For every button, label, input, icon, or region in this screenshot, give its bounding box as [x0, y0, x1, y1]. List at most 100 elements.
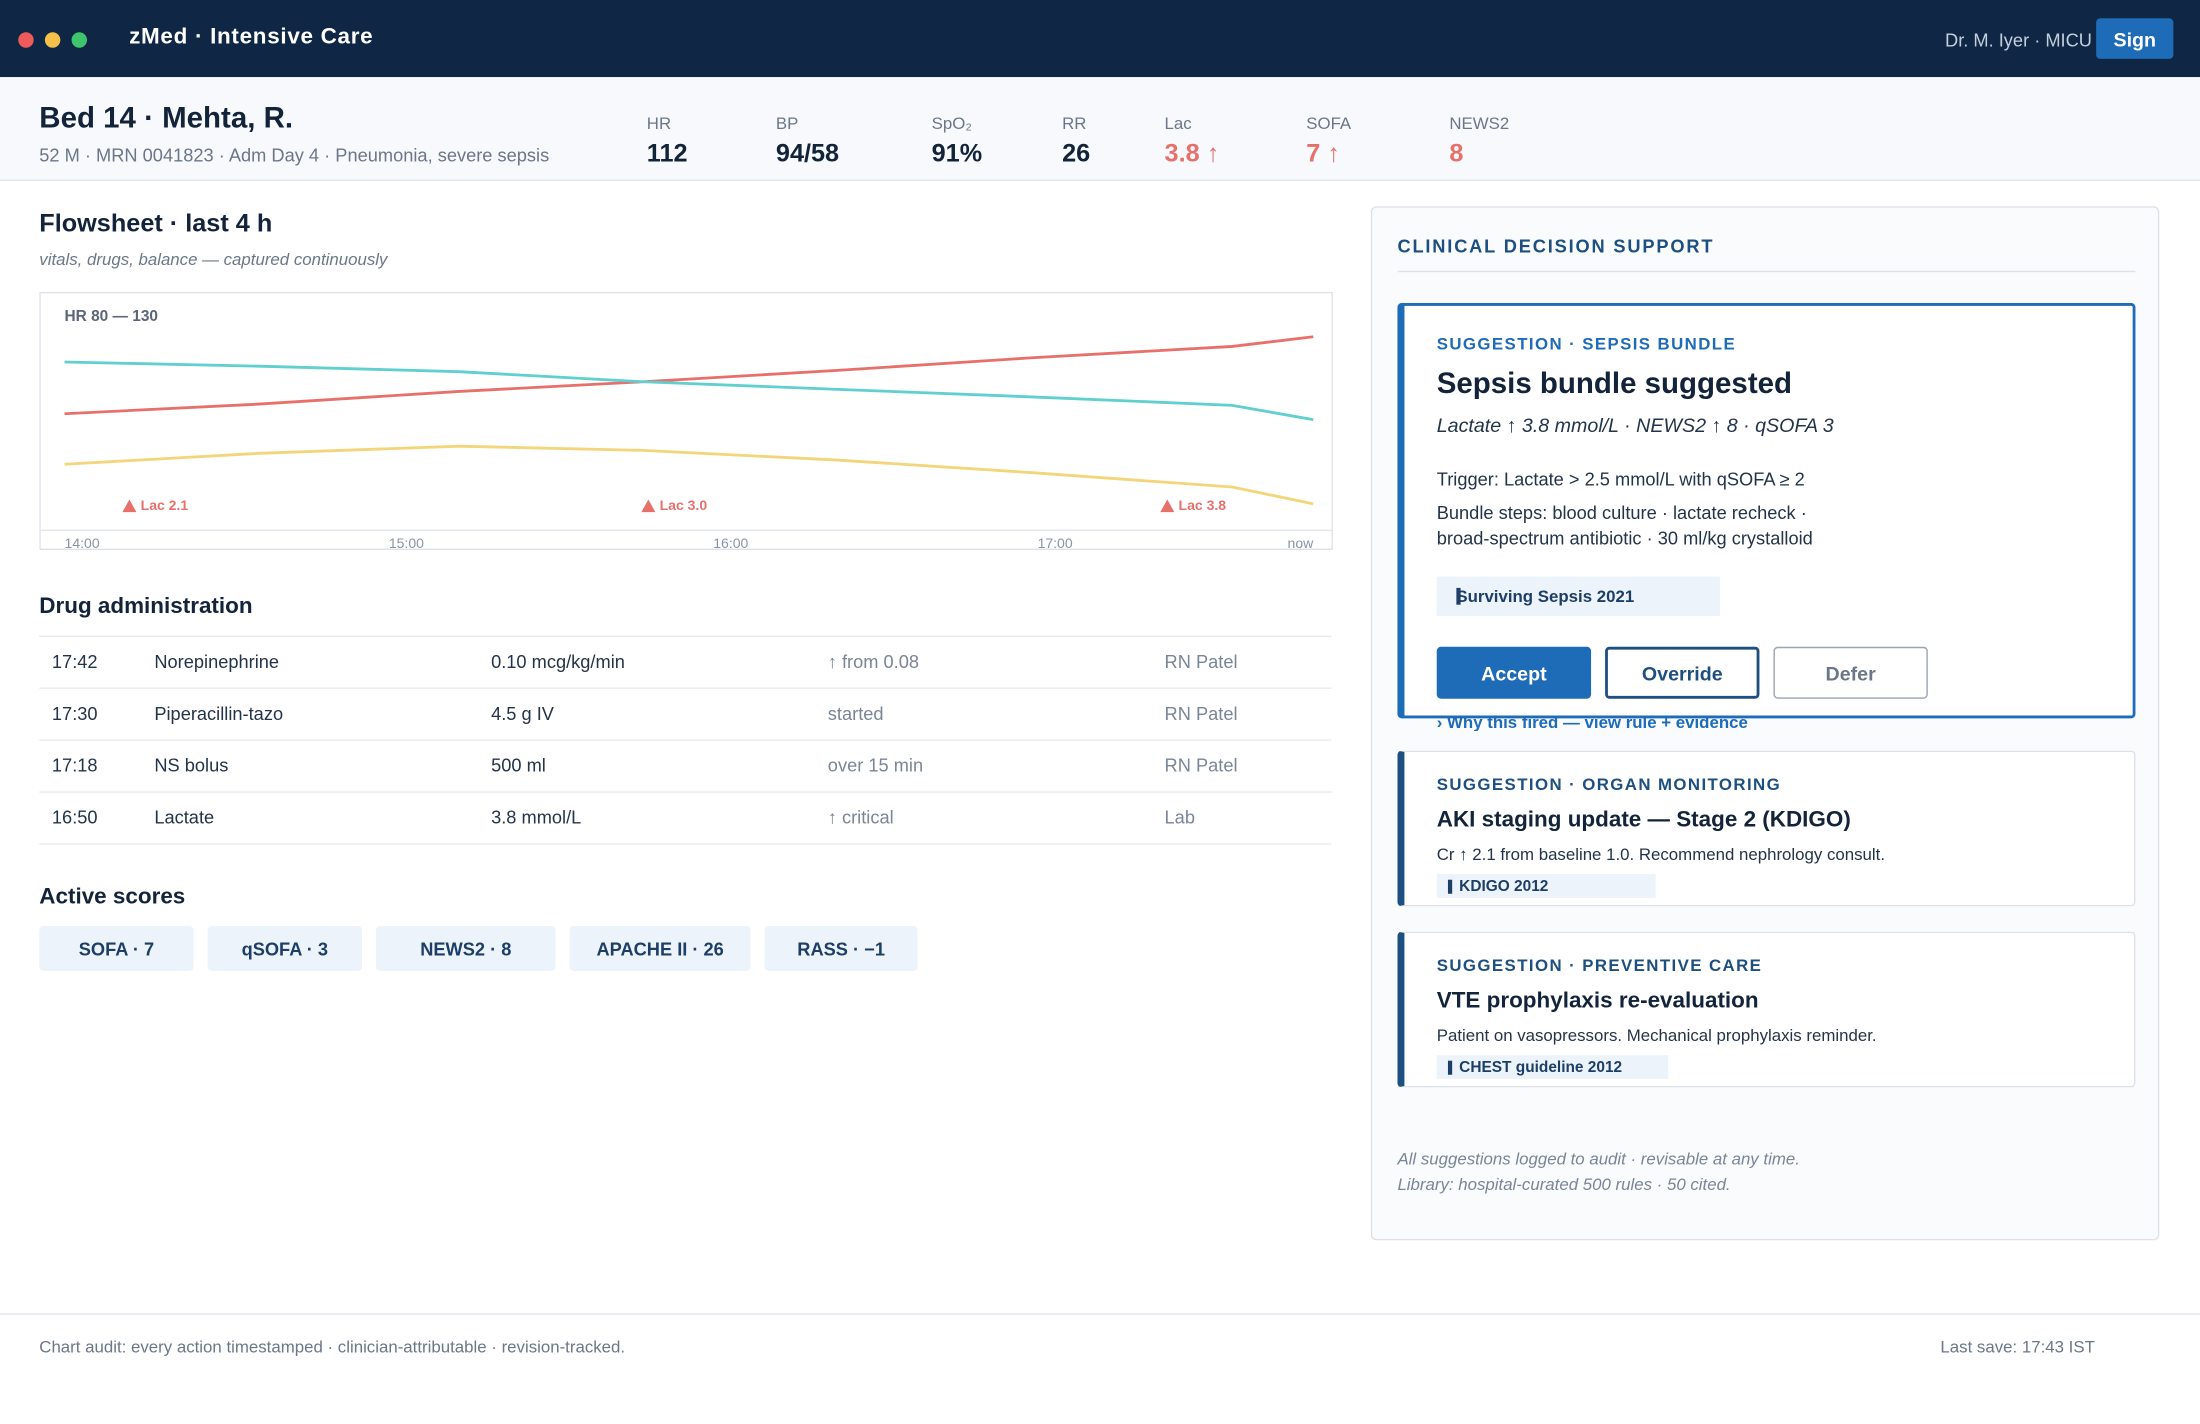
citation-bar — [1447, 879, 1453, 894]
annotation-marker — [122, 499, 137, 513]
vital-label: BP — [775, 113, 799, 134]
table-cell: 16:50 — [51, 806, 98, 828]
series-line — [64, 444, 1314, 506]
vital-label: SpO₂ — [931, 113, 972, 134]
footer-audit: Chart audit: every action timestamped · … — [39, 1337, 626, 1357]
cds-note: Library: hospital-curated 500 rules · 50… — [1397, 1174, 1731, 1195]
table-cell: Norepinephrine — [154, 651, 280, 673]
row-divider — [39, 739, 1332, 741]
why-link[interactable]: › Why this fired — view rule + evidence — [1436, 712, 1748, 731]
chart-frame — [39, 291, 1333, 550]
citation-bar — [1456, 587, 1461, 605]
annotation-label: Lac 2.1 — [141, 497, 189, 513]
row-divider — [39, 791, 1332, 793]
card-text: Cr ↑ 2.1 from baseline 1.0. Recommend ne… — [1436, 844, 1886, 865]
action-button[interactable]: Override — [1605, 646, 1760, 699]
vital-value: 112 — [646, 138, 688, 167]
table-cell: Lab — [1164, 806, 1195, 828]
card-title: VTE prophylaxis re-evaluation — [1436, 989, 1759, 1014]
sign-button[interactable]: Sign — [2096, 18, 2174, 59]
row-divider — [39, 687, 1332, 689]
action-button[interactable]: Accept — [1436, 646, 1592, 699]
vital-value: 8 — [1449, 138, 1464, 167]
table-cell: Piperacillin-tazo — [154, 702, 284, 724]
table-cell: 17:42 — [51, 651, 98, 673]
card-tag: SUGGESTION · SEPSIS BUNDLE — [1436, 333, 1737, 354]
series-line — [64, 360, 1314, 422]
action-button[interactable]: Defer — [1773, 646, 1928, 699]
score-chip: NEWS2 · 8 — [376, 926, 556, 971]
patient-name: Bed 14 · Mehta, R. — [39, 102, 294, 135]
table-cell: NS bolus — [154, 754, 229, 776]
flowsheet-chart: HR 80 — 130 14:00 15:00 16:00 17:00 now Lac 2… — [39, 291, 1333, 550]
vital-label: HR — [646, 113, 672, 134]
citation: CHEST guideline 2012 — [1436, 1055, 1669, 1079]
score-chip: qSOFA · 3 — [207, 926, 362, 971]
table-cell: 4.5 g IV — [491, 702, 554, 724]
cds-title: CLINICAL DECISION SUPPORT — [1397, 235, 1715, 257]
card-steps: Bundle steps: blood culture · lactate re… — [1436, 502, 1813, 549]
score-chip: SOFA · 7 — [39, 926, 194, 971]
annotation-label: Lac 3.8 — [1179, 497, 1227, 513]
card-title: Sepsis bundle suggested — [1436, 367, 1793, 400]
table-cell: ↑ from 0.08 — [827, 651, 920, 673]
score-chip: RASS · −1 — [764, 926, 918, 971]
x-tick-label: now — [1288, 535, 1315, 550]
card-tag: SUGGESTION · ORGAN MONITORING — [1436, 774, 1782, 795]
card-summary: Lactate ↑ 3.8 mmol/L · NEWS2 ↑ 8 · qSOFA… — [1436, 413, 1834, 437]
top-bar — [0, 0, 2200, 78]
x-tick-label: 16:00 — [713, 535, 748, 550]
vital-value: 26 — [1062, 138, 1091, 167]
window-dot — [71, 32, 87, 48]
x-tick-label: 14:00 — [65, 535, 100, 550]
patient-band — [0, 77, 2200, 181]
cds-note: All suggestions logged to audit · revisa… — [1397, 1149, 1800, 1169]
vital-value: 91% — [931, 138, 983, 167]
table-cell: 3.8 mmol/L — [491, 806, 582, 828]
app-title: zMed · Intensive Care — [129, 25, 374, 50]
x-tick-label: 15:00 — [389, 535, 424, 550]
x-tick-label: 17:00 — [1038, 535, 1073, 550]
vital-value: 3.8 ↑ — [1164, 138, 1220, 167]
table-cell: ↑ critical — [827, 806, 894, 828]
card-trigger: Trigger: Lactate > 2.5 mmol/L with qSOFA… — [1436, 468, 1805, 490]
vital-label: SOFA — [1306, 113, 1352, 134]
table-cell: 17:30 — [51, 702, 98, 724]
divider — [1397, 270, 2136, 273]
annotation-marker — [1160, 499, 1175, 513]
table-cell: RN Patel — [1164, 702, 1238, 724]
table-cell: Lactate — [154, 806, 215, 828]
footer-divider — [0, 1313, 2200, 1315]
score-chip: APACHE II · 26 — [569, 926, 751, 971]
scores-title: Active scores — [39, 885, 186, 910]
user: Dr. M. Iyer · MICU — [1945, 29, 2092, 51]
table-cell: RN Patel — [1164, 754, 1238, 776]
vital-label: NEWS2 — [1449, 113, 1510, 134]
table-cell: RN Patel — [1164, 651, 1238, 673]
card-text: Patient on vasopressors. Mechanical prop… — [1436, 1025, 1877, 1046]
flowsheet-subtitle: vitals, drugs, balance — captured contin… — [39, 249, 388, 270]
chart-label: HR 80 — 130 — [65, 308, 158, 325]
series-line — [64, 335, 1314, 416]
vital-label: RR — [1062, 113, 1087, 134]
card-tag: SUGGESTION · PREVENTIVE CARE — [1436, 955, 1763, 976]
table-cell: 0.10 mcg/kg/min — [491, 651, 625, 673]
row-divider — [39, 843, 1332, 845]
table-cell: over 15 min — [827, 754, 924, 776]
card-title: AKI staging update — Stage 2 (KDIGO) — [1436, 808, 1851, 833]
row-divider — [39, 635, 1332, 637]
window-dot — [18, 32, 34, 48]
patient-details: 52 M · MRN 0041823 · Adm Day 4 · Pneumon… — [39, 144, 550, 166]
drugs-title: Drug administration — [39, 594, 253, 619]
vital-label: Lac — [1164, 113, 1192, 134]
vital-value: 7 ↑ — [1306, 138, 1340, 167]
window-dot — [44, 32, 61, 48]
annotation-marker — [641, 499, 656, 513]
citation-bar — [1447, 1060, 1453, 1075]
table-cell: 17:18 — [51, 754, 98, 776]
citation: Surviving Sepsis 2021 — [1436, 576, 1721, 616]
vital-value: 94/58 — [775, 138, 840, 167]
citation: KDIGO 2012 — [1436, 874, 1656, 898]
